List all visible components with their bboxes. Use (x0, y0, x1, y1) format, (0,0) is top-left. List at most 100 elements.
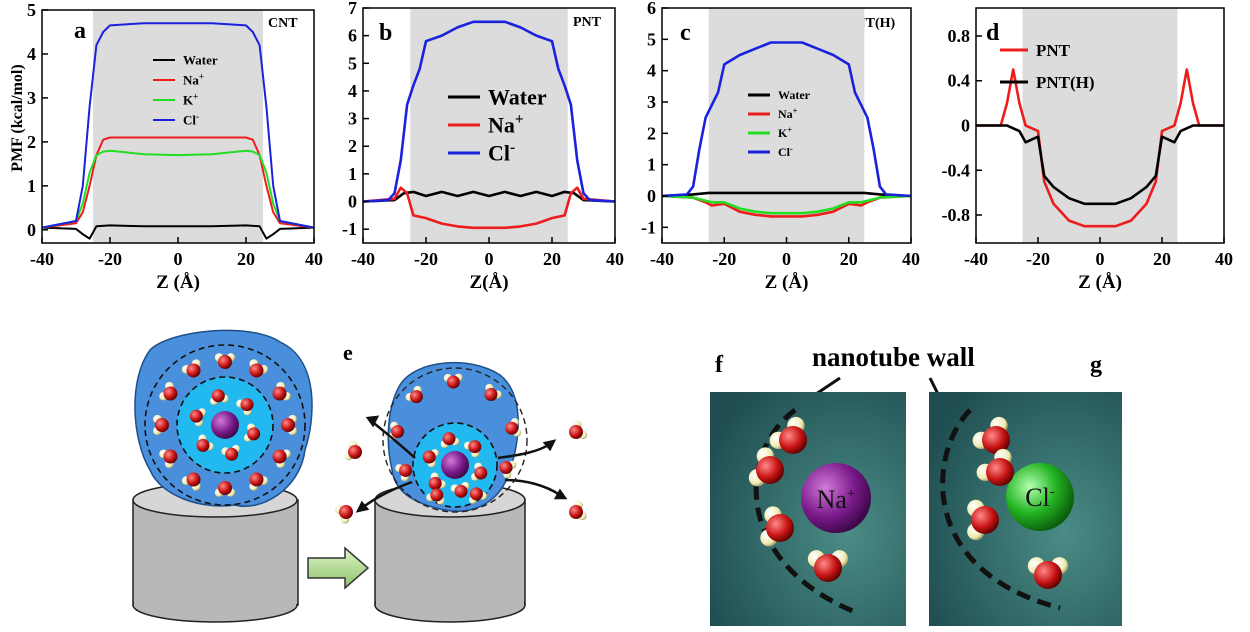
water-molecule (214, 353, 236, 369)
water-molecule (484, 383, 502, 401)
water-molecule (428, 472, 446, 490)
panel-letter: b (379, 20, 392, 46)
panel-tag: PNT (573, 15, 602, 30)
y-tick-label: 4 (647, 61, 656, 81)
legend-label: Water (183, 53, 218, 68)
oxygen-atom (469, 487, 483, 501)
x-axis-label: Z(Å) (469, 272, 508, 293)
water-molecule (440, 432, 460, 449)
water-molecule (405, 385, 423, 404)
y-tick-label: 6 (348, 26, 357, 46)
y-tick-label: 0.8 (948, 26, 971, 46)
oxygen-atom (1034, 561, 1062, 589)
water-molecule (748, 447, 784, 487)
water-molecule (334, 504, 353, 524)
nanotube-wall-arc (940, 408, 1061, 611)
legend-label: Water (488, 85, 547, 110)
panel-tag: CNT (268, 16, 298, 31)
water-molecule (422, 449, 439, 468)
y-tick-label: 0 (27, 220, 36, 240)
ion-label: Cl- (1025, 483, 1055, 512)
panel-letter: d (986, 20, 1000, 46)
series-line-na (41, 136, 315, 229)
oxygen-atom (218, 481, 232, 495)
water-molecules (334, 373, 588, 524)
y-tick-label: -1 (342, 219, 357, 239)
series-line-pnt (976, 68, 1224, 228)
series-line-na (362, 186, 616, 230)
escape-arrows (355, 415, 568, 513)
panel-letter: e (343, 340, 353, 365)
y-tick-label: 6 (647, 0, 656, 18)
legend: PNT PNT(H) (1000, 41, 1095, 92)
x-tick-label: 40 (1215, 249, 1233, 269)
sodium-ion (801, 463, 871, 533)
y-axis-label: PMF (kcal/mol) (9, 64, 26, 171)
panel-letter: g (1090, 352, 1102, 378)
oxygen-atom (249, 472, 264, 487)
hydration-schematic: e (132, 329, 588, 623)
water-molecule (471, 462, 488, 481)
y-tick-label: 1 (348, 164, 357, 184)
y-tick-label: 3 (348, 109, 357, 129)
oxygen-atom (240, 398, 254, 412)
x-tick-label: 0 (174, 249, 183, 269)
y-tick-label: 1 (27, 176, 36, 196)
oxygen-atom (196, 438, 210, 452)
x-tick-label: 0 (485, 249, 494, 269)
water-molecule (272, 449, 291, 469)
water-molecule (236, 398, 254, 416)
oxygen-atom (163, 449, 178, 464)
chart-panel-a: a CNT PMF (kcal/mol) (9, 16, 298, 172)
water-molecule (426, 488, 445, 505)
x-axis-label: Z (Å) (156, 272, 200, 293)
y-tick-label: 2 (647, 123, 656, 143)
y-tick-label: -0.8 (942, 205, 971, 225)
water-molecule (272, 381, 291, 401)
series-line-cl (661, 41, 912, 198)
oxygen-atom (814, 554, 842, 582)
oxygen-atom (454, 484, 468, 498)
water-molecules (153, 353, 297, 497)
water-molecule (281, 414, 297, 436)
oxygen-atom (409, 390, 423, 404)
y-tick-label: 0 (961, 116, 970, 136)
x-axis-label: Z (Å) (765, 272, 809, 293)
series-line-water (362, 190, 616, 203)
legend-label: Cl- (778, 144, 793, 159)
wall-label: nanotube wall (812, 342, 975, 372)
water-molecule (395, 463, 413, 482)
oxygen-atom (428, 476, 442, 490)
legend-label: Na+ (488, 111, 524, 138)
oxygen-atom (225, 447, 239, 461)
oxygen-atom (186, 363, 201, 378)
outer-shell (144, 344, 306, 506)
oxygen-atom (249, 363, 264, 378)
water-molecule (972, 416, 1010, 454)
ion-sphere (211, 411, 239, 439)
x-tick-label: 20 (840, 249, 858, 269)
chart-c: -40 -20 0 20 40 -1 0 1 2 3 4 5 6 Z (Å) Water Na+ K+ Cl- (641, 0, 920, 293)
oxygen-atom (982, 426, 1010, 454)
x-tick-label: -40 (650, 249, 674, 269)
y-tick-label: 5 (348, 53, 357, 73)
y-tick-label: -0.4 (942, 160, 971, 180)
series-line-k (41, 149, 315, 229)
water-molecule (443, 373, 463, 389)
water-molecule (967, 499, 999, 541)
y-tick-label: 3 (647, 92, 656, 112)
oxygen-atom (971, 506, 999, 534)
oxygen-atom (272, 449, 287, 464)
oxygen-atom (442, 432, 456, 446)
oxygen-atom (505, 421, 519, 435)
water-molecule (760, 506, 794, 547)
oxygen-atom (247, 427, 261, 441)
y-tick-label: 1 (647, 155, 656, 175)
water-molecule (505, 418, 522, 437)
x-tick-label: -40 (351, 249, 375, 269)
x-tick-label: 20 (1153, 249, 1171, 269)
water-molecule (243, 423, 261, 442)
oxygen-atom (422, 450, 436, 464)
oxygen-atom (211, 389, 225, 403)
